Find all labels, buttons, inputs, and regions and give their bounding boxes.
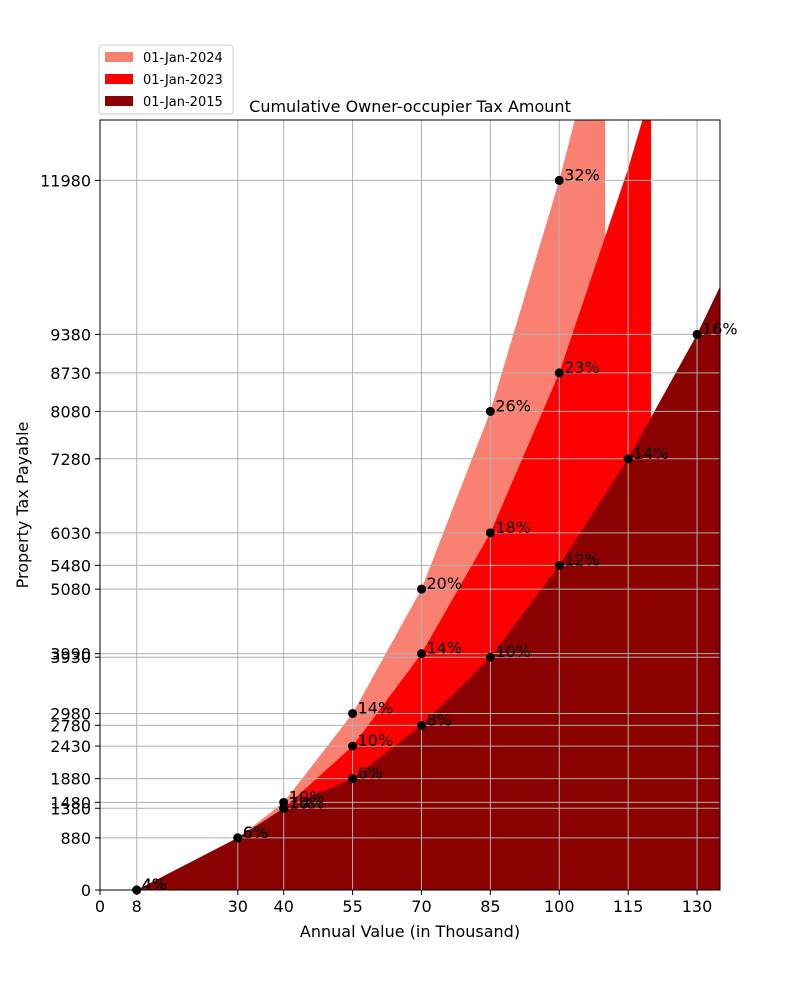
- data-label-s1-3: 10%: [358, 731, 394, 750]
- data-label-s1-5: 18%: [495, 518, 531, 537]
- data-label-s0-0: 4%: [142, 875, 167, 894]
- legend-swatch-2: [105, 96, 133, 106]
- data-point-s0-3: [348, 708, 358, 718]
- data-label-s0-3: 14%: [358, 698, 394, 717]
- data-label-s0-4: 20%: [426, 574, 462, 593]
- data-label-s1-1: 6%: [243, 823, 268, 842]
- data-point-s1-6: [554, 368, 564, 378]
- data-label-s2-3: 6%: [358, 764, 383, 783]
- data-label-s1-0: 4%: [142, 875, 167, 894]
- y-tick-label-4: 1880: [50, 770, 91, 789]
- data-point-s2-6: [554, 560, 564, 570]
- data-label-s2-2: 7%: [289, 793, 314, 812]
- data-label-s2-4: 8%: [426, 710, 451, 729]
- x-tick-label-9: 130: [682, 897, 713, 916]
- y-tick-label-16: 9380: [50, 325, 91, 344]
- y-tick-label-1: 880: [60, 829, 91, 848]
- x-axis-label: Annual Value (in Thousand): [300, 922, 520, 941]
- data-label-s0-6: 32%: [564, 165, 600, 184]
- data-point-s0-4: [416, 584, 426, 594]
- y-tick-label-5: 2430: [50, 737, 91, 756]
- plot-frame: [99, 119, 721, 891]
- y-tick-label-17: 11980: [40, 171, 91, 190]
- data-point-s2-8: [692, 329, 702, 339]
- y-tick-label-13: 7280: [50, 450, 91, 469]
- data-points-layer: 4%6%10%14%20%26%32%4%6%10%10%14%18%23%4%…: [132, 165, 738, 895]
- y-tick-label-2: 1380: [50, 799, 91, 818]
- data-label-s0-1: 6%: [243, 823, 268, 842]
- chart-title: Cumulative Owner-occupier Tax Amount: [249, 97, 571, 116]
- y-tick-label-7: 2980: [50, 704, 91, 723]
- legend: 01-Jan-2024 01-Jan-2023 01-Jan-2015: [98, 44, 234, 115]
- x-tick-label-7: 100: [544, 897, 575, 916]
- data-label-s0-5: 26%: [495, 396, 531, 415]
- y-tick-label-15: 8730: [50, 364, 91, 383]
- y-tick-label-10: 5080: [50, 580, 91, 599]
- y-tick-label-12: 6030: [50, 524, 91, 543]
- x-tick-label-4: 55: [342, 897, 362, 916]
- legend-swatch-0: [105, 52, 133, 62]
- data-label-s1-2: 10%: [289, 793, 325, 812]
- data-label-s2-6: 12%: [564, 550, 600, 569]
- x-axis: 0 8 30 40 55 70 85 100 115 130: [95, 890, 712, 916]
- data-label-s1-6: 23%: [564, 358, 600, 377]
- data-point-s1-4: [416, 649, 426, 659]
- x-tick-label-5: 70: [411, 897, 431, 916]
- data-point-s1-3: [348, 741, 358, 751]
- data-point-s2-3: [348, 774, 358, 784]
- data-label-s2-5: 10%: [495, 642, 531, 661]
- data-label-s0-2: 10%: [289, 787, 325, 806]
- x-tick-label-1: 8: [132, 897, 142, 916]
- y-tick-label-3: 1480: [50, 793, 91, 812]
- y-axis-label: Property Tax Payable: [13, 422, 32, 589]
- x-tick-label-3: 40: [274, 897, 294, 916]
- data-label-s1-4: 14%: [426, 639, 462, 658]
- area-series-layer: [136, 120, 720, 890]
- area-series-2: [136, 286, 720, 890]
- data-point-s2-4: [416, 720, 426, 730]
- x-tick-label-6: 85: [480, 897, 500, 916]
- y-tick-label-8: 3930: [50, 648, 91, 667]
- legend-label-0: 01-Jan-2024: [143, 51, 223, 66]
- data-point-s0-5: [485, 406, 495, 416]
- x-tick-label-0: 0: [95, 897, 105, 916]
- data-label-s2-7: 14%: [633, 444, 669, 463]
- y-tick-label-14: 8080: [50, 402, 91, 421]
- x-tick-label-2: 30: [228, 897, 248, 916]
- y-tick-label-0: 0: [81, 881, 91, 900]
- data-point-s1-5: [485, 528, 495, 538]
- legend-swatch-1: [105, 74, 133, 84]
- data-point-s0-6: [554, 175, 564, 185]
- data-point-s2-1: [233, 833, 243, 843]
- x-tick-label-8: 115: [613, 897, 644, 916]
- data-point-s2-7: [623, 454, 633, 464]
- data-label-s2-1: 6%: [243, 823, 268, 842]
- y-tick-label-9: 3990: [50, 645, 91, 664]
- y-tick-label-11: 5480: [50, 556, 91, 575]
- legend-label-2: 01-Jan-2015: [143, 95, 223, 110]
- data-point-s2-2: [279, 803, 289, 813]
- legend-label-1: 01-Jan-2023: [143, 73, 223, 88]
- y-tick-label-6: 2780: [50, 716, 91, 735]
- data-point-s2-5: [485, 652, 495, 662]
- data-label-s2-0: 4%: [142, 875, 167, 894]
